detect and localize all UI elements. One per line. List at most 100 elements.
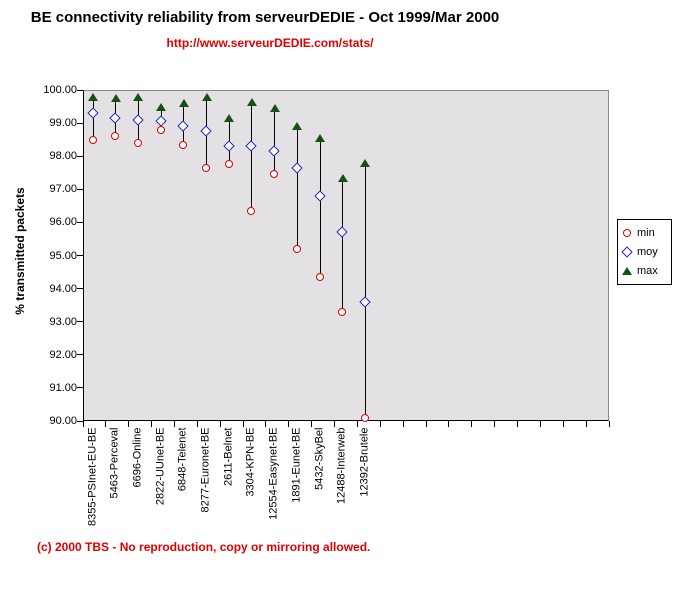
y-axis-tick-label: 97.00 [49, 183, 77, 196]
x-axis-tick [448, 421, 450, 427]
diamond-icon [621, 246, 633, 258]
x-axis-tick [196, 421, 198, 427]
y-axis-tick-label: 95.00 [49, 249, 77, 262]
min-marker [247, 206, 256, 215]
max-marker [246, 97, 257, 106]
x-axis-tick [539, 421, 541, 427]
circle-icon [622, 228, 632, 238]
min-marker [292, 244, 301, 253]
max-marker [360, 158, 371, 167]
x-axis-category-label: 6696-Online [131, 427, 144, 488]
x-axis-category-label: 8355-PSInet-EU-BE [86, 427, 98, 526]
min-marker [88, 135, 97, 144]
x-axis-category-label: 5463-Perceval [108, 427, 121, 499]
y-axis-title: % transmitted packets [13, 187, 27, 315]
x-axis-category-label: 12488-Interweb [335, 427, 348, 504]
x-axis-category-label: 12392-Brutele [358, 427, 371, 497]
min-marker [202, 163, 210, 172]
legend-label: moy [637, 245, 658, 258]
x-axis-category-label: 6848-Telenet [176, 427, 189, 492]
hi-lo-line [274, 108, 276, 175]
x-axis-tick [105, 421, 107, 427]
y-axis-tick [77, 354, 83, 356]
x-axis-tick [608, 421, 610, 427]
hi-lo-line [251, 101, 253, 211]
y-axis-tick-label: 90.00 [49, 415, 77, 427]
y-axis-tick-label: 100.00 [43, 84, 77, 96]
legend-label: max [637, 265, 658, 278]
y-axis-tick-label: 94.00 [49, 282, 77, 295]
y-axis-tick-label: 91.00 [49, 381, 77, 394]
y-axis-tick-label: 93.00 [49, 315, 77, 328]
hi-lo-line [342, 177, 344, 312]
x-axis-tick [128, 421, 130, 427]
x-axis-category-label: 2822-UUnet-BE [154, 427, 167, 506]
hi-lo-line [364, 162, 366, 418]
legend-entry-max: max [622, 265, 667, 277]
min-marker [179, 140, 188, 149]
x-axis-tick [517, 421, 519, 427]
legend-entry-min: min [622, 227, 667, 239]
min-marker [270, 170, 279, 179]
x-axis-tick [242, 421, 244, 427]
min-marker [133, 138, 142, 147]
x-axis-tick [288, 421, 290, 427]
triangle-icon [622, 266, 632, 276]
max-marker [315, 133, 325, 142]
x-axis-tick [471, 421, 473, 427]
x-axis-tick [173, 421, 175, 427]
y-axis-tick [77, 321, 83, 323]
plot-area [83, 90, 609, 421]
x-axis-tick [494, 421, 496, 427]
y-axis-tick [77, 221, 83, 223]
max-marker [133, 92, 144, 101]
x-axis-category-label: 3304-KPN-BE [244, 427, 257, 497]
x-axis-category-label: 1891-Eunet-BE [290, 427, 303, 503]
y-axis-tick-label: 92.00 [49, 348, 77, 361]
x-axis-category-label: 12554-Easynet-BE [267, 427, 280, 520]
max-marker [269, 104, 280, 113]
min-marker [224, 160, 233, 169]
x-axis-tick [562, 421, 564, 427]
min-marker [156, 125, 165, 134]
x-axis-tick [151, 421, 153, 427]
legend-entry-moy: moy [621, 245, 667, 258]
x-axis-category-label: 8277-Euronet-BE [199, 427, 212, 513]
y-axis-tick [77, 155, 83, 157]
y-axis-tick-label: 98.00 [49, 150, 77, 163]
x-axis-tick [402, 421, 404, 427]
max-marker [178, 99, 189, 108]
y-axis-tick [77, 188, 83, 190]
min-marker [111, 132, 120, 141]
hi-lo-line [319, 137, 321, 277]
x-axis-tick [425, 421, 427, 427]
x-axis-tick [265, 421, 267, 427]
legend: min moy max [617, 219, 672, 285]
max-marker [110, 94, 121, 103]
chart-subtitle-url: http://www.serveurDEDIE.com/stats/ [166, 36, 374, 50]
x-axis-tick [334, 421, 336, 427]
max-marker [224, 114, 235, 123]
y-axis-tick [77, 387, 83, 389]
min-marker [360, 413, 369, 422]
x-axis-tick [311, 421, 313, 427]
x-axis-category-label: 5432-SkyBel [313, 427, 325, 490]
x-axis-tick [379, 421, 381, 427]
y-axis-tick [77, 122, 83, 124]
max-marker [337, 173, 348, 182]
y-axis-tick [77, 288, 83, 290]
x-axis-tick [219, 421, 221, 427]
copyright-notice: (c) 2000 TBS - No reproduction, copy or … [37, 540, 371, 554]
legend-label: min [637, 226, 655, 239]
y-axis-tick-label: 99.00 [49, 117, 77, 130]
y-axis-tick [77, 420, 83, 422]
max-marker [201, 92, 212, 101]
max-marker [88, 92, 98, 101]
max-marker [156, 102, 167, 111]
max-marker [292, 122, 303, 131]
x-axis-tick [356, 421, 358, 427]
min-marker [315, 273, 324, 281]
y-axis-tick [77, 89, 83, 91]
min-marker [338, 307, 347, 316]
